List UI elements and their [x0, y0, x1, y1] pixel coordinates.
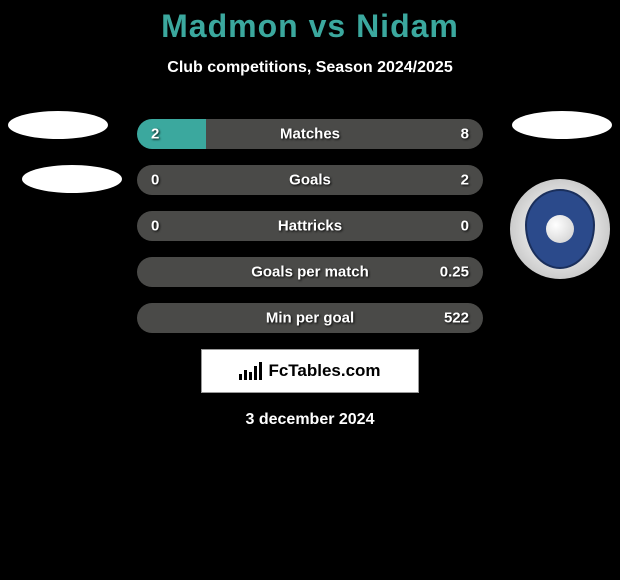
- stats-area: 2 Matches 8 0 Goals 2 0 Hattricks 0: [0, 119, 620, 429]
- club-logo-shield: [525, 189, 595, 269]
- player-right-placeholder: [512, 111, 612, 139]
- stat-label: Goals: [289, 172, 331, 189]
- player-left-placeholder-2: [22, 165, 122, 193]
- stat-bar-min-per-goal: Min per goal 522: [137, 303, 483, 333]
- stat-bar-hattricks: 0 Hattricks 0: [137, 211, 483, 241]
- branding-text: FcTables.com: [268, 361, 380, 381]
- stat-right-value: 522: [444, 310, 469, 327]
- club-logo: [510, 179, 610, 279]
- stat-left-value: 0: [151, 172, 159, 189]
- player-left-placeholder-1: [8, 111, 108, 139]
- stat-left-value: 2: [151, 126, 159, 143]
- chart-bars-icon: [239, 362, 262, 380]
- stat-label: Goals per match: [251, 264, 369, 281]
- stat-label: Min per goal: [266, 310, 354, 327]
- bar-left-fill: [137, 119, 206, 149]
- stat-bar-goals: 0 Goals 2: [137, 165, 483, 195]
- bar-right-fill: [206, 119, 483, 149]
- comparison-subtitle: Club competitions, Season 2024/2025: [0, 59, 620, 77]
- stat-label: Matches: [280, 126, 340, 143]
- branding-box[interactable]: FcTables.com: [201, 349, 419, 393]
- club-logo-ball-icon: [546, 215, 574, 243]
- comparison-title: Madmon vs Nidam: [0, 0, 620, 45]
- stat-right-value: 0: [461, 218, 469, 235]
- stat-label: Hattricks: [278, 218, 342, 235]
- stat-left-value: 0: [151, 218, 159, 235]
- stat-bars-group: 2 Matches 8 0 Goals 2 0 Hattricks 0: [137, 119, 483, 333]
- stat-right-value: 8: [461, 126, 469, 143]
- comparison-date: 3 december 2024: [0, 411, 620, 429]
- stat-right-value: 2: [461, 172, 469, 189]
- stat-bar-matches: 2 Matches 8: [137, 119, 483, 149]
- stat-right-value: 0.25: [440, 264, 469, 281]
- stat-bar-goals-per-match: Goals per match 0.25: [137, 257, 483, 287]
